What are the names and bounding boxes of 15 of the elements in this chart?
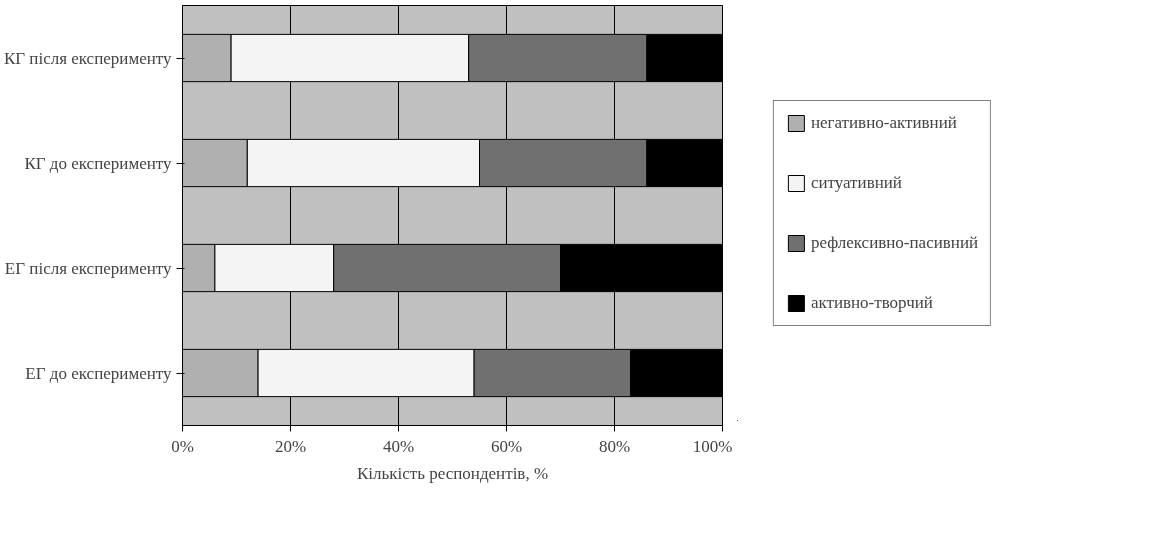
y-tick-label: КГ після експерименту [3,48,172,68]
x-tick-label: 80% [598,436,631,456]
x-tick-label: 0% [171,436,194,456]
x-tick-label: 40% [382,436,415,456]
x-axis-title: Кількість респондентів, % [356,463,549,483]
legend-label: активно-творчий [810,292,933,313]
y-tick-label: КГ до експерименту [24,153,172,173]
x-tick-label: 60% [490,436,523,456]
legend-label: ситуативний [810,172,902,193]
legend-label: негативно-активний [810,112,957,133]
x-tick-label: 20% [274,436,307,456]
x-tick-label: 100% [692,436,733,456]
y-tick-label: ЕГ до експерименту [25,363,172,383]
y-tick-label: ЕГ після експерименту [4,258,172,278]
legend-label: рефлексивно-пасивний [810,232,979,253]
